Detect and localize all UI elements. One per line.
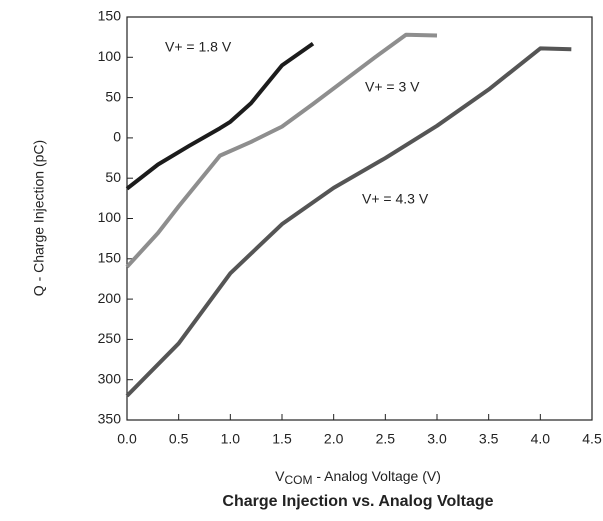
x-tick-label: 0.0	[117, 431, 137, 447]
y-tick-label: 250	[98, 330, 122, 346]
series-label: V+ = 3 V	[365, 79, 420, 95]
x-tick-label: 4.0	[531, 431, 551, 447]
y-tick-label: 200	[98, 290, 122, 306]
x-tick-label: 3.5	[479, 431, 499, 447]
y-tick-label: 150	[98, 8, 122, 24]
series-line	[125, 46, 572, 398]
series-line	[125, 32, 438, 269]
x-label-text: - Analog Voltage (V)	[312, 468, 440, 484]
series-label-bg	[361, 76, 425, 97]
y-tick-label: 50	[105, 88, 121, 104]
plot-frame	[126, 16, 593, 421]
y-tick-label: 100	[98, 209, 122, 225]
series-label-bg	[161, 36, 236, 57]
y-tick-label: 0	[113, 129, 121, 145]
series-label: V+ = 1.8 V	[165, 39, 232, 55]
y-tick-label: 50	[105, 169, 121, 185]
x-tick-label: 2.5	[376, 431, 396, 447]
y-tick-label: 350	[98, 411, 122, 427]
y-tick-label: 150	[98, 250, 122, 266]
y-tick-label: 100	[98, 48, 122, 64]
chart-title: Charge Injection vs. Analog Voltage	[222, 493, 493, 510]
y-axis-label: Q - Charge Injection (pC)	[31, 140, 47, 296]
series-line	[125, 41, 315, 191]
x-tick-label: 3.0	[427, 431, 447, 447]
series-label-bg	[358, 188, 433, 209]
series-label: V+ = 4.3 V	[362, 191, 429, 207]
y-tick-label: 300	[98, 370, 122, 386]
x-tick-label: 2.0	[324, 431, 344, 447]
x-label-subscript: COM	[284, 473, 312, 487]
x-tick-label: 0.5	[169, 431, 189, 447]
x-tick-label: 1.5	[272, 431, 292, 447]
x-axis-label: VCOM - Analog Voltage (V)	[275, 468, 441, 487]
x-tick-label: 1.0	[221, 431, 241, 447]
x-label-symbol: V	[275, 468, 285, 484]
x-tick-label: 4.5	[582, 431, 602, 447]
